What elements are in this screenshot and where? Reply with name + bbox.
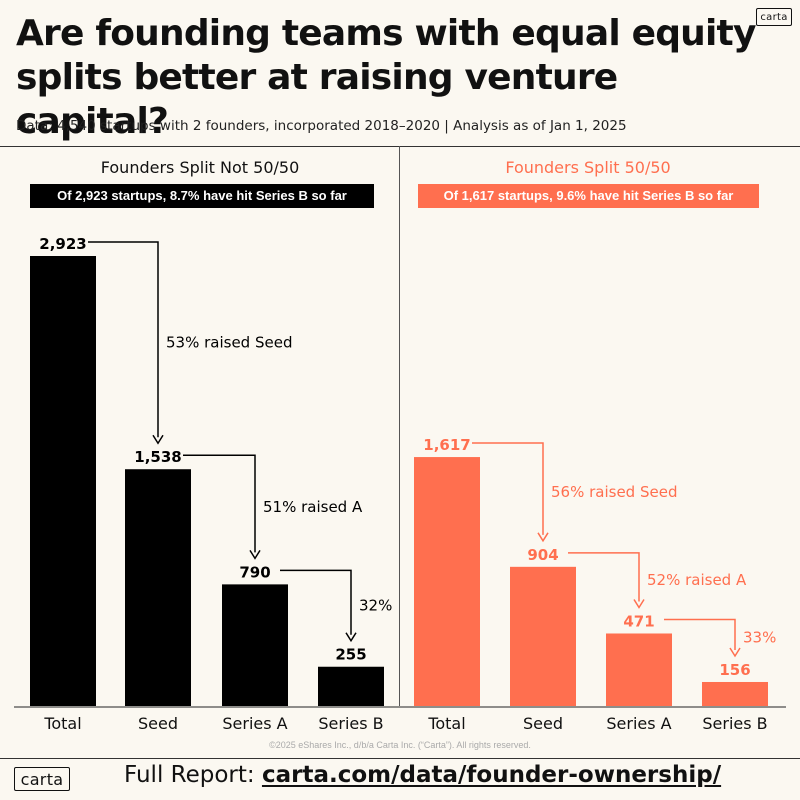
panel-title-not-equal: Founders Split Not 50/50 [100,158,300,177]
bar-not-equal [222,584,288,706]
category-label-not-equal: Series A [222,714,287,733]
bar-equal [606,633,672,706]
conversion-label-equal: 33% [743,629,776,647]
full-report-link[interactable]: carta.com/data/founder-ownership/ [261,762,722,788]
connector-arrow-equal [664,618,736,650]
category-label-not-equal: Series B [318,714,383,733]
connector-arrow-equal [472,442,544,535]
arrow-head-equal [729,647,741,658]
bar-not-equal [125,469,191,706]
category-label-equal: Total [427,714,465,733]
banner-not-equal: Of 2,923 startups, 8.7% have hit Series … [30,184,374,208]
arrow-head-equal [633,599,645,609]
category-label-not-equal: Total [43,714,81,733]
value-label-not-equal: 790 [239,563,270,581]
value-label-equal: 904 [527,546,558,564]
carta-logo-bottom: carta [14,767,70,791]
value-label-equal: 471 [623,612,654,630]
category-label-not-equal: Seed [138,714,178,733]
banner-equal: Of 1,617 startups, 9.6% have hit Series … [418,184,759,208]
panel-divider [399,146,400,706]
bar-equal [510,566,576,706]
category-label-equal: Seed [523,714,563,733]
bar-not-equal [318,666,384,706]
value-label-equal: 156 [719,661,750,679]
bar-equal [414,457,480,706]
value-label-not-equal: 2,923 [39,235,86,253]
full-report-line: Full Report: carta.com/data/founder-owne… [124,762,721,788]
chart-title: Are founding teams with equal equity spl… [16,13,756,142]
conversion-label-not-equal: 53% raised Seed [166,334,292,352]
conversion-label-equal: 52% raised A [647,571,747,589]
connector-arrow-not-equal [280,569,352,635]
value-label-not-equal: 255 [335,646,366,664]
header-rule [0,146,800,147]
panel-title-equal: Founders Split 50/50 [505,158,671,177]
carta-logo-top: carta [756,8,792,26]
arrow-head-equal [537,532,549,543]
value-label-not-equal: 1,538 [134,448,181,466]
copyright-note: ©2025 eShares Inc., d/b/a Carta Inc. (“C… [269,740,531,750]
value-label-equal: 1,617 [423,436,470,454]
full-report-label: Full Report: [124,762,255,788]
connector-arrow-not-equal [183,454,256,553]
arrow-head-not-equal [345,632,357,643]
footer-rule [0,758,800,759]
conversion-label-not-equal: 51% raised A [263,498,363,516]
conversion-label-equal: 56% raised Seed [551,483,677,501]
arrow-head-not-equal [249,549,261,560]
arrow-head-not-equal [152,434,164,445]
bar-equal [702,681,768,706]
category-label-equal: Series B [702,714,767,733]
conversion-label-not-equal: 32% [359,597,392,615]
category-label-equal: Series A [606,714,671,733]
bar-not-equal [30,256,96,706]
chart-subtitle: Data: 4,540 startups with 2 founders, in… [16,118,627,134]
connector-arrow-equal [568,552,640,602]
connector-arrow-not-equal [88,241,159,438]
